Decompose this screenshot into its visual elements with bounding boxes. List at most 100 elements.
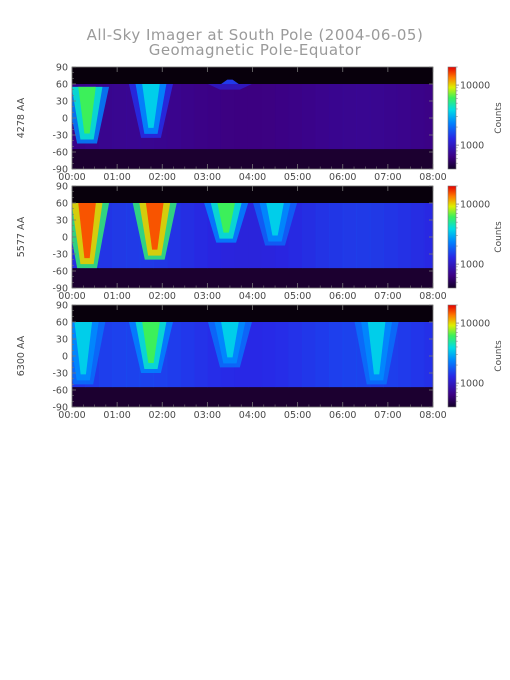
heatmap-column (329, 84, 344, 150)
aurora-feature-mid (214, 84, 246, 86)
heatmap-column (396, 203, 411, 269)
y-tick-label: -60 (52, 148, 68, 159)
y-axis-label: 4278 AA (16, 97, 27, 138)
heatmap-column (383, 84, 398, 150)
y-tick-label: -90 (52, 284, 68, 295)
colorbar-tick-label: 10000 (460, 319, 490, 330)
heatmap-column (275, 84, 290, 150)
heatmap-column (423, 84, 433, 150)
heatmap-column (302, 322, 317, 388)
y-tick-label: -90 (52, 165, 68, 176)
heatmap-column (193, 203, 208, 269)
y-tick-label: -30 (52, 131, 68, 142)
y-tick-label: 60 (56, 318, 68, 329)
heatmap-column (315, 84, 330, 150)
x-tick-label: 04:00 (239, 291, 266, 302)
x-tick-label: 00:00 (58, 172, 85, 183)
x-tick-label: 03:00 (194, 291, 221, 302)
figure-subtitle: Geomagnetic Pole-Equator (148, 41, 362, 59)
heatmap-column (302, 203, 317, 269)
x-tick-label: 00:00 (58, 291, 85, 302)
y-tick-label: -90 (52, 403, 68, 414)
aurora-feature-core (142, 322, 160, 363)
x-tick-label: 08:00 (419, 172, 446, 183)
colorbar-tick-label: 10000 (460, 81, 490, 92)
y-tick-label: -60 (52, 386, 68, 397)
aurora-feature-core (221, 79, 239, 84)
heatmap-column (166, 322, 181, 388)
heatmap (72, 186, 433, 288)
y-tick-label: -30 (52, 250, 68, 261)
y-tick-label: -30 (52, 369, 68, 380)
y-tick-label: 90 (56, 182, 68, 193)
x-tick-label: 07:00 (374, 410, 401, 421)
heatmap-column (356, 84, 371, 150)
heatmap-column (193, 322, 208, 388)
heatmap-column (288, 84, 303, 150)
x-tick-label: 01:00 (103, 410, 130, 421)
heatmap-column (369, 203, 384, 269)
heatmap-column (207, 84, 222, 150)
heatmap-column (112, 203, 127, 269)
x-tick-label: 00:00 (58, 410, 85, 421)
y-tick-label: 60 (56, 80, 68, 91)
heatmap-column (383, 203, 398, 269)
colorbar-label: Counts (494, 221, 504, 253)
aurora-feature-core (367, 322, 386, 375)
heatmap-column (112, 322, 127, 388)
x-tick-label: 06:00 (329, 410, 356, 421)
heatmap-column (302, 84, 317, 150)
x-tick-label: 07:00 (374, 291, 401, 302)
aurora-feature-core (142, 84, 160, 128)
figure-title: All-Sky Imager at South Pole (2004-06-05… (86, 26, 424, 44)
aurora-feature-core (266, 203, 284, 236)
y-tick-label: 30 (56, 335, 68, 346)
heatmap-column (220, 84, 235, 150)
x-tick-label: 04:00 (239, 410, 266, 421)
y-tick-label: 30 (56, 97, 68, 108)
y-tick-label: 30 (56, 216, 68, 227)
y-tick-label: 90 (56, 301, 68, 312)
x-tick-label: 04:00 (239, 172, 266, 183)
y-tick-label: 0 (62, 114, 68, 125)
y-tick-label: -60 (52, 267, 68, 278)
heatmap-column (356, 203, 371, 269)
aurora-feature-core (78, 203, 96, 259)
heatmap-column (315, 203, 330, 269)
x-tick-label: 07:00 (374, 172, 401, 183)
heatmap-column (423, 322, 433, 388)
heatmap-column (342, 322, 357, 388)
aurora-feature (207, 84, 252, 90)
colorbar-label: Counts (494, 102, 504, 134)
y-tick-label: 0 (62, 233, 68, 244)
heatmap-column (247, 322, 263, 388)
y-axis-label: 6300 AA (16, 335, 27, 376)
heatmap-column (261, 84, 276, 150)
x-tick-label: 02:00 (149, 410, 176, 421)
heatmap-column (396, 322, 411, 388)
heatmap-column (180, 84, 195, 150)
heatmap-column (410, 84, 425, 150)
colorbar-tick-label: 1000 (460, 141, 484, 152)
colorbar-label: Counts (494, 340, 504, 372)
aurora-feature-core (217, 203, 235, 233)
colorbar (447, 304, 457, 408)
heatmap-column (261, 322, 276, 388)
heatmap-column (329, 203, 344, 269)
x-tick-label: 08:00 (419, 291, 446, 302)
colorbar (447, 185, 457, 289)
y-axis-label: 5577 AA (16, 216, 27, 257)
x-tick-label: 01:00 (103, 291, 130, 302)
heatmap-column (410, 322, 425, 388)
heatmap-column (288, 322, 303, 388)
x-tick-label: 05:00 (284, 172, 311, 183)
x-tick-label: 03:00 (194, 410, 221, 421)
heatmap-column (396, 84, 411, 150)
heatmap-column (315, 322, 330, 388)
x-tick-label: 01:00 (103, 172, 130, 183)
heatmap-column (410, 203, 425, 269)
